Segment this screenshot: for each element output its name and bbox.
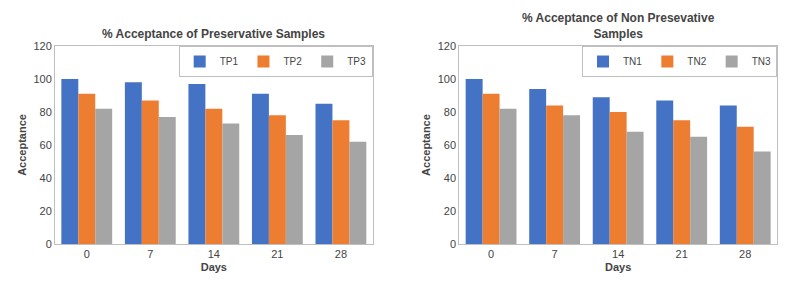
svg-text:60: 60 [40, 139, 52, 151]
svg-text:Days: Days [201, 261, 227, 273]
svg-text:40: 40 [444, 172, 456, 184]
svg-text:14: 14 [612, 248, 624, 260]
svg-text:7: 7 [147, 248, 153, 260]
svg-text:TP2: TP2 [283, 56, 302, 67]
svg-text:0: 0 [46, 238, 52, 250]
svg-text:40: 40 [40, 172, 52, 184]
svg-text:14: 14 [208, 248, 220, 260]
svg-text:100: 100 [438, 73, 456, 85]
svg-text:20: 20 [40, 205, 52, 217]
svg-text:28: 28 [739, 248, 751, 260]
svg-text:0: 0 [450, 238, 456, 250]
svg-text:Acceptance: Acceptance [16, 114, 28, 176]
svg-text:% Acceptance of Preservative S: % Acceptance of Preservative Samples [102, 27, 325, 41]
svg-text:TP3: TP3 [347, 56, 366, 67]
svg-text:TN3: TN3 [752, 56, 771, 67]
svg-text:TN1: TN1 [623, 56, 642, 67]
svg-text:Days: Days [605, 261, 631, 273]
svg-text:20: 20 [444, 205, 456, 217]
svg-text:28: 28 [335, 248, 347, 260]
svg-text:100: 100 [33, 73, 51, 85]
svg-text:0: 0 [84, 248, 90, 260]
svg-text:TN2: TN2 [687, 56, 706, 67]
svg-text:TP1: TP1 [220, 56, 239, 67]
svg-text:0: 0 [488, 248, 494, 260]
svg-text:21: 21 [676, 248, 688, 260]
svg-text:% Acceptance of Non Presevativ: % Acceptance of Non PresevativeSamples [522, 11, 715, 41]
svg-text:80: 80 [40, 106, 52, 118]
svg-text:21: 21 [271, 248, 283, 260]
svg-text:120: 120 [438, 40, 456, 52]
svg-text:Acceptance: Acceptance [420, 114, 432, 176]
svg-text:60: 60 [444, 139, 456, 151]
svg-text:7: 7 [552, 248, 558, 260]
svg-text:80: 80 [444, 106, 456, 118]
svg-text:120: 120 [33, 40, 51, 52]
